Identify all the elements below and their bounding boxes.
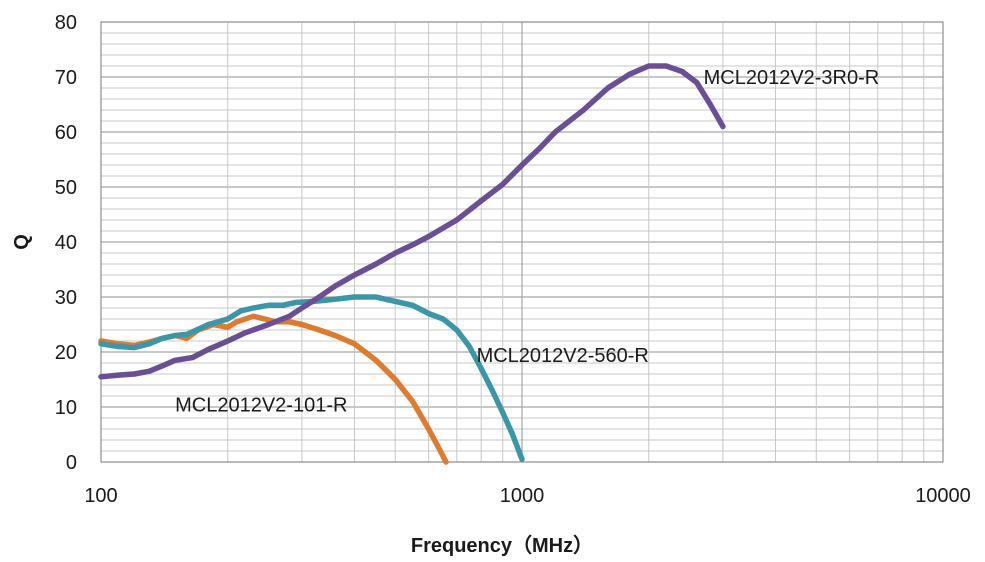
y-tick-label: 60 — [55, 122, 77, 144]
y-tick-label: 80 — [55, 12, 77, 34]
series-label-2: MCL2012V2-560-R — [477, 345, 649, 367]
y-tick-label: 0 — [66, 452, 77, 474]
x-tick-label: 1000 — [500, 485, 545, 507]
series-line-2 — [98, 294, 525, 463]
series-label-3: MCL2012V2-3R0-R — [704, 67, 880, 89]
series-labels: MCL2012V2-101-R MCL2012V2-560-R MCL2012V2-… — [175, 67, 879, 416]
y-tick-label: 10 — [55, 397, 77, 419]
x-axis-ticks: 100 1000 10000 — [84, 485, 971, 507]
y-axis-title: Q — [11, 234, 33, 250]
series-label-1: MCL2012V2-101-R — [175, 394, 347, 416]
series-group — [98, 63, 726, 465]
x-axis-title: Frequency（MHz） — [411, 534, 593, 557]
y-axis-ticks: 0 10 20 30 40 50 60 70 80 — [55, 12, 77, 474]
y-tick-label: 70 — [55, 67, 77, 89]
series-line-3 — [98, 63, 726, 380]
x-tick-label: 100 — [84, 485, 117, 507]
y-tick-label: 40 — [55, 232, 77, 254]
y-tick-label: 50 — [55, 177, 77, 199]
x-tick-label: 10000 — [915, 485, 971, 507]
y-tick-label: 20 — [55, 342, 77, 364]
y-tick-label: 30 — [55, 287, 77, 309]
